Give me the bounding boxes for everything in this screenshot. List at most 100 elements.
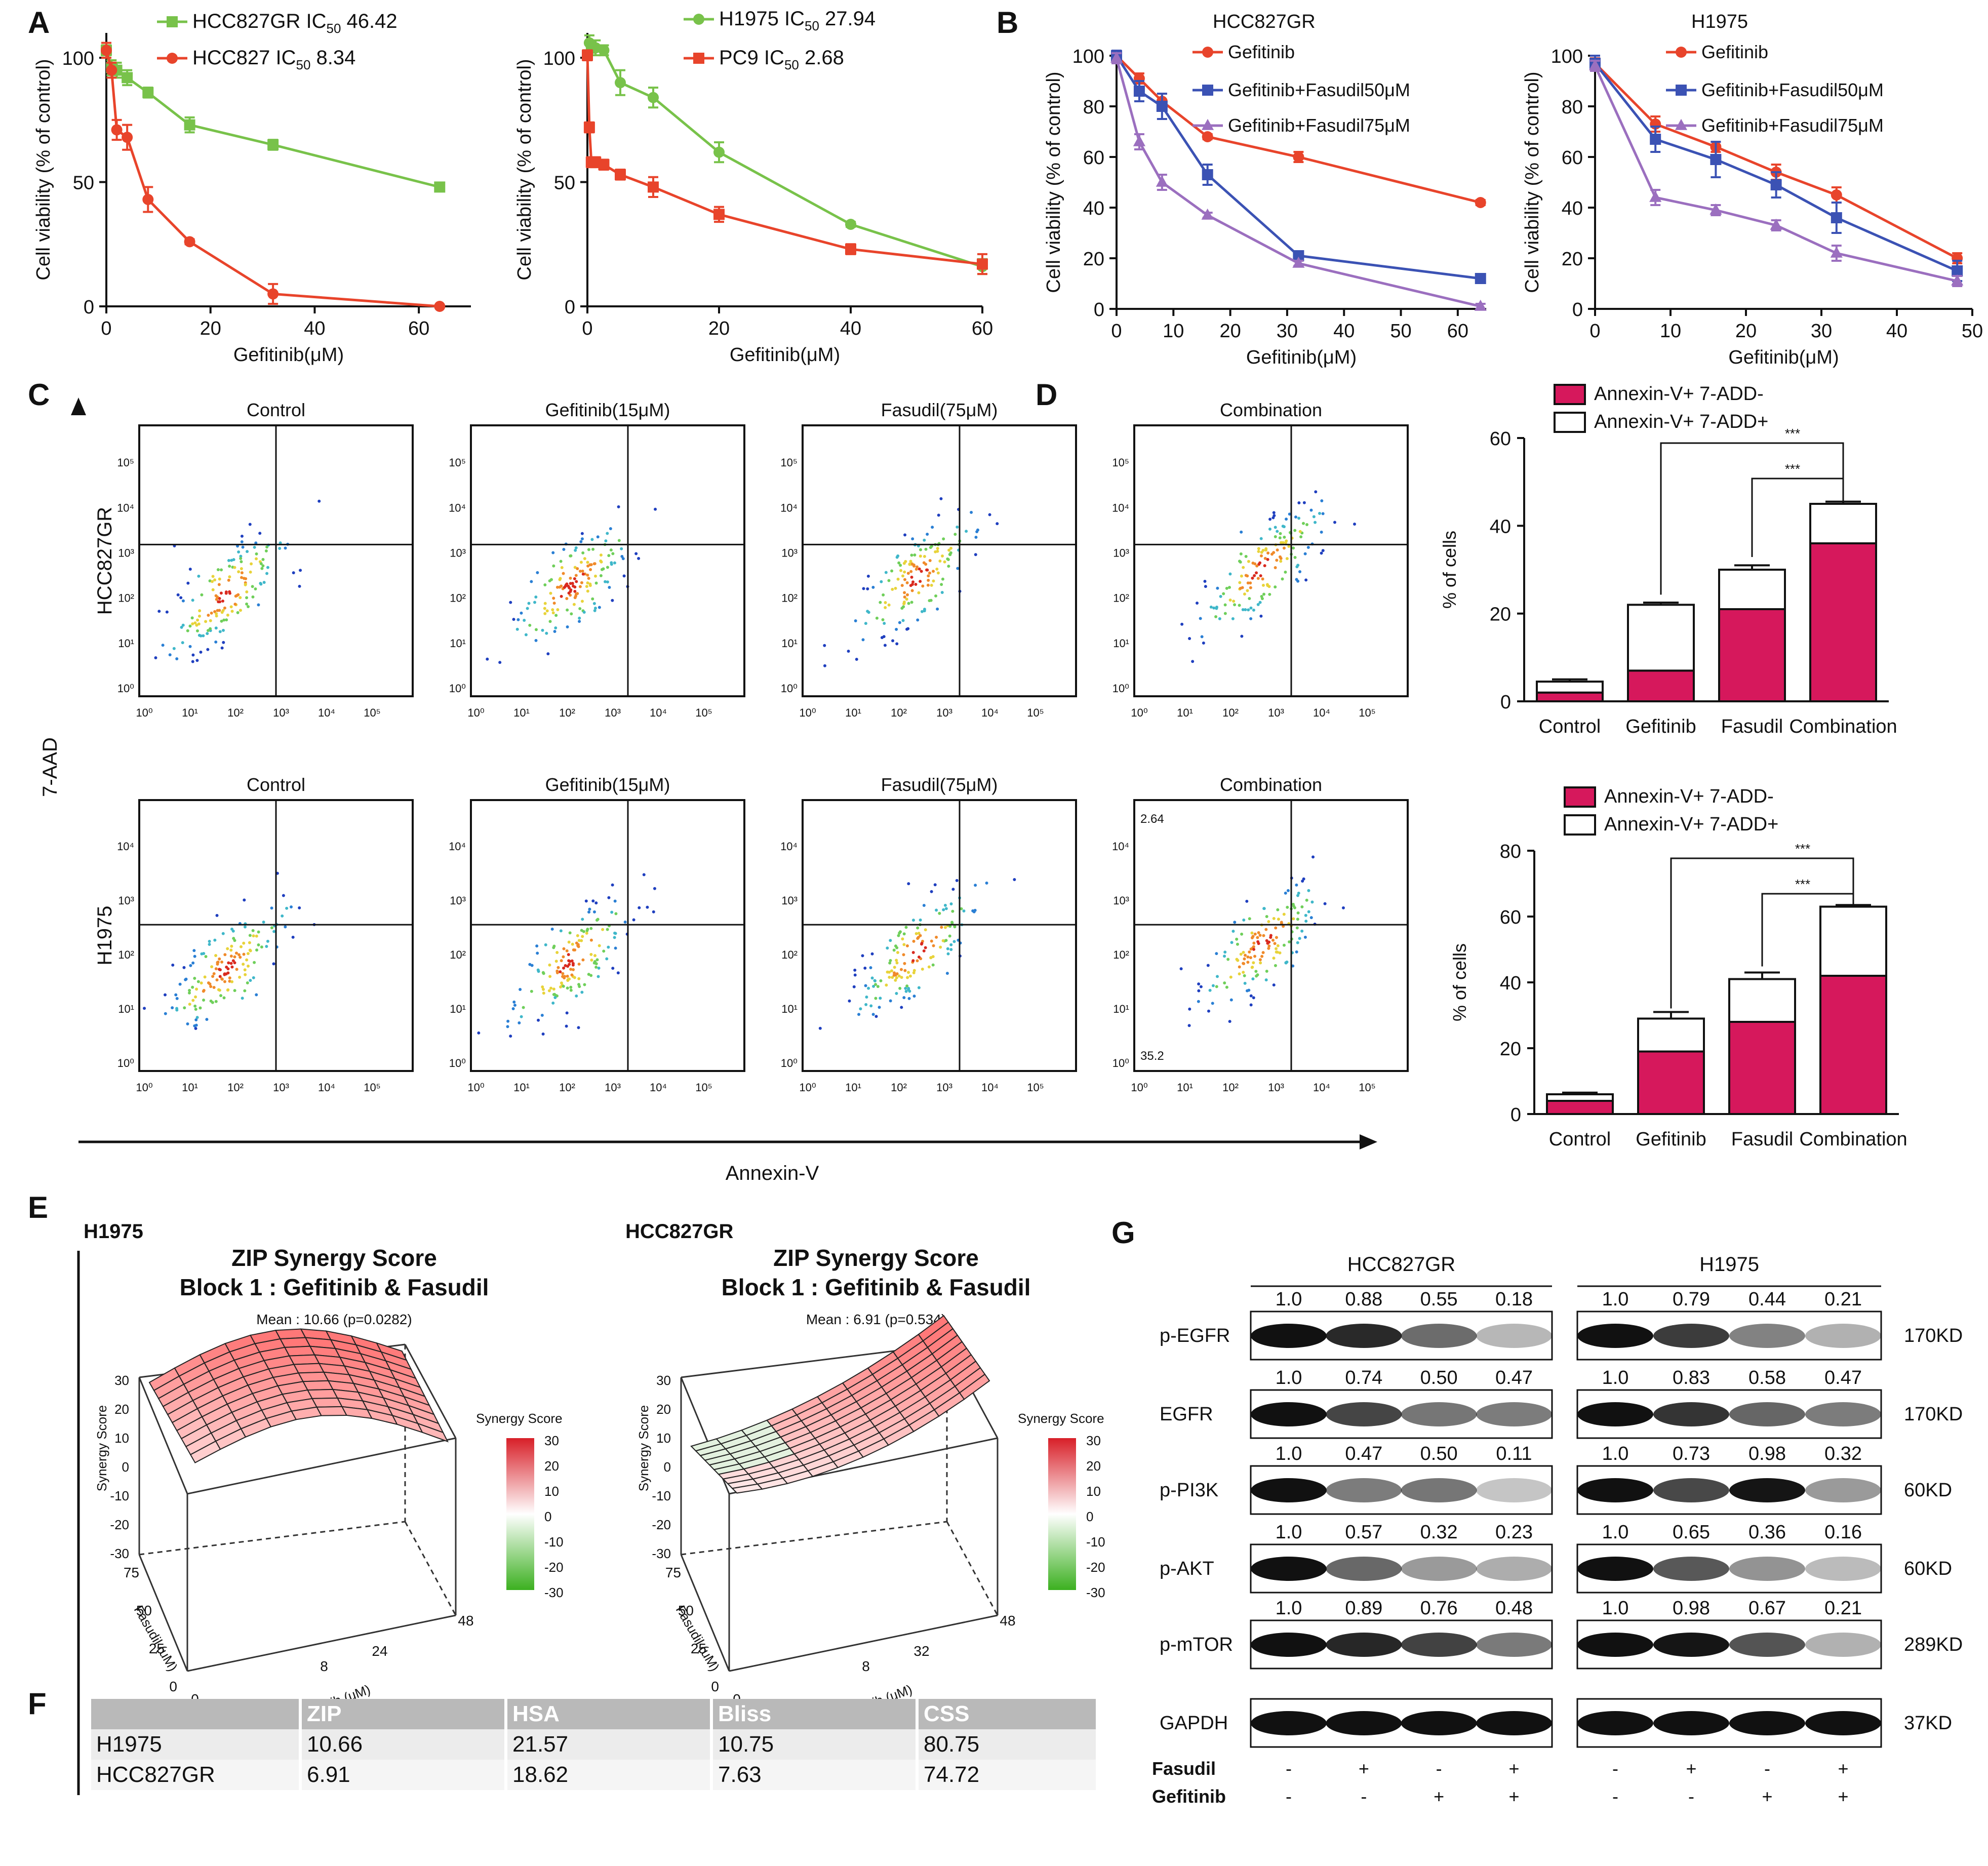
scatter-dot	[220, 960, 224, 964]
blot-band	[1476, 1402, 1552, 1426]
scatter-dot	[891, 587, 894, 591]
scatter-dot	[620, 547, 623, 550]
scatter-dot	[569, 589, 572, 593]
scatter-dot	[1278, 951, 1282, 955]
scatter-dot	[554, 960, 558, 963]
x-tick-label: 8	[320, 1658, 328, 1674]
scatter-dot	[1268, 518, 1272, 521]
scatter-dot	[1246, 589, 1249, 592]
scatter-dot	[1296, 564, 1300, 567]
x-tick-label: 0	[582, 318, 592, 339]
scatter-dot	[574, 546, 578, 549]
scatter-dot	[1285, 960, 1289, 964]
z-tick-label: 10	[656, 1431, 671, 1446]
scatter-dot	[559, 577, 562, 580]
scatter-dot	[879, 601, 882, 604]
scatter-dot	[199, 634, 203, 638]
scatter-dot	[1272, 983, 1276, 987]
kd-label: 289KD	[1904, 1634, 1963, 1655]
scatter-dot	[1307, 889, 1310, 892]
scatter-dot	[197, 622, 201, 626]
scatter-dot	[214, 954, 218, 957]
scatter-dot	[1247, 608, 1250, 612]
scatter-dot	[292, 571, 295, 575]
scatter-dot	[1243, 981, 1247, 985]
scatter-dot	[899, 569, 903, 572]
scatter-dot	[905, 944, 909, 947]
scatter-dot	[950, 921, 954, 925]
scatter-dot	[562, 548, 566, 551]
scatter-dot	[1249, 947, 1253, 951]
scatter-dot	[1242, 962, 1246, 965]
scatter-dot	[217, 988, 220, 991]
scatter-dot	[239, 554, 243, 558]
scatter-dot	[575, 994, 578, 998]
scatter-dot	[555, 951, 559, 955]
y-tick-label: 50	[678, 1603, 694, 1618]
y-tick-label: 60	[1083, 147, 1104, 169]
scatter-dot	[242, 941, 246, 945]
scatter-dot	[895, 991, 898, 995]
scatter-dot	[1248, 950, 1251, 954]
scatter-dot	[252, 976, 255, 979]
x-tick-label: 10¹	[1177, 1081, 1193, 1094]
scatter-dot	[513, 1004, 516, 1007]
scatter-dot	[264, 549, 268, 552]
scatter-dot	[196, 618, 200, 622]
scatter-dot	[985, 881, 988, 885]
data-point	[142, 87, 154, 98]
scatter-dot	[238, 609, 242, 612]
scatter-dot	[534, 595, 538, 599]
scatter-dot	[227, 961, 230, 965]
scatter-dot	[606, 566, 609, 569]
scatter-dot	[587, 910, 591, 914]
scatter-dot	[1223, 955, 1226, 958]
scatter-dot	[230, 559, 233, 562]
panel-c: 7-AADAnnexin-VHCC827GRControl10⁰10¹10²10…	[39, 398, 1409, 1795]
scatter-dot	[946, 952, 950, 956]
data-point	[142, 193, 154, 205]
protein-label: EGFR	[1160, 1404, 1213, 1425]
y-tick-label: 100	[62, 48, 94, 69]
scatter-dot	[887, 579, 891, 582]
kd-label: 60KD	[1904, 1558, 1952, 1579]
scatter-dot	[861, 954, 864, 958]
scatter-dot	[536, 951, 539, 955]
y-tick-label: 10¹	[118, 1003, 134, 1015]
treatment-sign: -	[1286, 1758, 1292, 1779]
scatter-dot	[876, 985, 880, 988]
x-axis-label: Gefitinib(μM)	[233, 344, 344, 366]
scatter-dot	[905, 598, 908, 601]
scatter-dot	[194, 1018, 198, 1022]
blot-band	[1476, 1633, 1552, 1657]
scatter-dot	[1238, 972, 1241, 976]
scatter-dot	[911, 580, 915, 584]
scatter-dot	[1298, 570, 1302, 574]
scatter-dot	[596, 535, 600, 539]
x-tick-label: Combination	[1789, 716, 1897, 737]
x-tick-label: 48	[1000, 1613, 1015, 1629]
legend-label: Annexin-V+ 7-ADD+	[1604, 814, 1778, 835]
scatter-dot	[892, 973, 896, 977]
scatter-dot	[1295, 950, 1298, 954]
bar-segment	[1819, 905, 1887, 977]
scatter-dot	[908, 563, 911, 566]
scatter-dot	[920, 941, 924, 945]
scatter-dot	[236, 611, 240, 614]
scatter-dot	[917, 955, 921, 959]
series-line	[1594, 62, 1958, 272]
scatter-dot	[1180, 622, 1184, 626]
scatter-dot	[622, 574, 626, 578]
scatter-dot	[242, 963, 245, 966]
scatter-dot	[902, 562, 906, 565]
scatter-dot	[580, 581, 583, 584]
scatter-dot	[823, 644, 826, 647]
band-intensity: 0.23	[1495, 1522, 1533, 1543]
scatter-dot	[962, 909, 966, 913]
y-tick-label: 50	[136, 1603, 152, 1618]
x-tick-label: 10⁴	[1313, 1081, 1330, 1094]
scatter-dot	[211, 1001, 214, 1004]
scatter-dot	[260, 567, 264, 570]
